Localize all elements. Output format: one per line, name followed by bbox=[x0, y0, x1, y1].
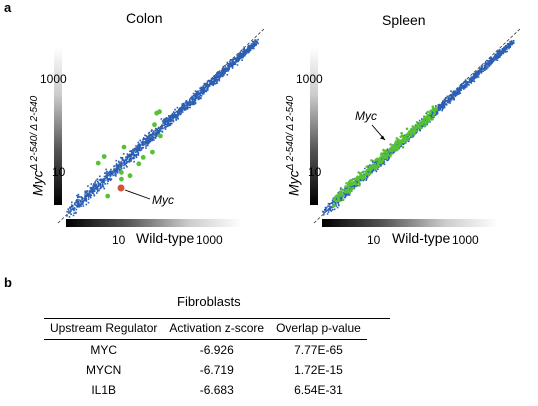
colon-y-tick-10: 10 bbox=[52, 165, 66, 179]
table-row: IL1B -6.683 6.54E-31 bbox=[44, 380, 367, 400]
spleen-y-tick-10: 10 bbox=[308, 165, 322, 179]
p-value-cell: 6.54E-31 bbox=[294, 383, 343, 397]
colon-myc-point bbox=[117, 184, 125, 192]
colon-x-axis-label: Wild-type bbox=[136, 230, 195, 246]
upstream-regulator-table: Upstream Regulator Activation z-score Ov… bbox=[44, 318, 367, 400]
colon-y-axis-label: MycΔ 2-540/ Δ 2-540 bbox=[29, 96, 46, 196]
table-title: Fibroblasts bbox=[177, 294, 241, 309]
colon-x-tick-1000: 1000 bbox=[196, 233, 223, 247]
colon-y-density-strip bbox=[54, 47, 62, 205]
header-activation-z-score: Activation z-score bbox=[163, 318, 271, 340]
spleen-x-tick-10: 10 bbox=[367, 233, 381, 247]
spleen-x-axis-label: Wild-type bbox=[392, 230, 451, 246]
regulator-cell: IL1B bbox=[91, 383, 117, 397]
spleen-x-density-strip bbox=[322, 219, 498, 227]
colon-title: Colon bbox=[126, 10, 163, 26]
header-overlap-p-value: Overlap p-value bbox=[270, 318, 367, 340]
z-score-cell: -6.719 bbox=[199, 363, 234, 377]
colon-x-density-strip bbox=[66, 219, 242, 227]
panel-label-a: a bbox=[4, 0, 12, 15]
colon-y-tick-1000: 1000 bbox=[40, 72, 67, 86]
table-row: MYCN -6.719 1.72E-15 bbox=[44, 360, 367, 380]
regulator-cell: MYC bbox=[90, 343, 118, 357]
z-score-cell: -6.683 bbox=[199, 383, 234, 397]
spleen-y-axis-label-sup: Δ 2-540/ Δ 2-540 bbox=[285, 95, 296, 171]
colon-y-axis-label-main: Myc bbox=[29, 170, 46, 196]
spleen-y-axis-label: MycΔ 2-540/ Δ 2-540 bbox=[285, 96, 302, 196]
spleen-y-tick-1000: 1000 bbox=[296, 72, 323, 86]
colon-myc-annotation: Myc bbox=[152, 193, 174, 207]
colon-data-points bbox=[66, 38, 259, 218]
spleen-title: Spleen bbox=[382, 12, 426, 28]
table-row: MYC -6.926 7.77E-65 bbox=[44, 340, 367, 361]
colon-scatter-plot bbox=[54, 28, 521, 227]
colon-x-tick-10: 10 bbox=[112, 233, 126, 247]
p-value-cell: 7.77E-65 bbox=[294, 343, 343, 357]
table-header-row: Upstream Regulator Activation z-score Ov… bbox=[44, 318, 367, 340]
z-score-cell: -6.926 bbox=[199, 343, 234, 357]
colon-myc-arrow bbox=[124, 189, 151, 200]
spleen-y-density-strip bbox=[310, 47, 318, 205]
spleen-myc-arrowhead bbox=[380, 135, 385, 140]
colon-y-axis-label-sup: Δ 2-540/ Δ 2-540 bbox=[29, 95, 40, 171]
spleen-myc-annotation: Myc bbox=[355, 109, 377, 123]
header-upstream-regulator: Upstream Regulator bbox=[44, 318, 164, 340]
regulator-cell: MYCN bbox=[86, 363, 122, 377]
spleen-y-axis-label-main: Myc bbox=[285, 170, 302, 196]
panel-label-b: b bbox=[4, 275, 12, 290]
spleen-x-tick-1000: 1000 bbox=[452, 233, 479, 247]
p-value-cell: 1.72E-15 bbox=[294, 363, 343, 377]
spleen-highlighted-points bbox=[332, 105, 438, 208]
